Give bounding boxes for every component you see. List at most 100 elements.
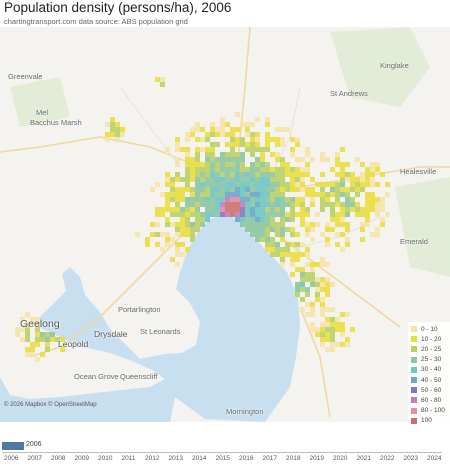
- density-cell: [265, 247, 270, 252]
- density-cell: [340, 147, 345, 152]
- density-cell: [255, 202, 260, 207]
- density-cell: [235, 197, 240, 202]
- density-cell: [245, 212, 250, 217]
- density-cell: [355, 177, 360, 182]
- place-label: Portarlington: [118, 305, 161, 314]
- density-cell: [345, 172, 350, 177]
- year-tick[interactable]: 2019: [309, 455, 324, 462]
- density-cell: [265, 122, 270, 127]
- legend-item[interactable]: 80 - 100: [408, 406, 450, 416]
- density-cell: [320, 332, 325, 337]
- density-cell: [250, 187, 255, 192]
- year-tick[interactable]: 2009: [74, 455, 89, 462]
- density-cell: [370, 202, 375, 207]
- legend-item[interactable]: 40 - 50: [408, 375, 450, 385]
- density-cell: [240, 137, 245, 142]
- density-cell: [180, 177, 185, 182]
- year-tick[interactable]: 2021: [356, 455, 371, 462]
- legend-item[interactable]: 25 - 30: [408, 355, 450, 365]
- density-cell: [290, 242, 295, 247]
- density-cell: [215, 162, 220, 167]
- density-cell: [270, 137, 275, 142]
- density-cell: [380, 207, 385, 212]
- density-cell: [320, 257, 325, 262]
- density-cell: [310, 282, 315, 287]
- density-cell: [280, 177, 285, 182]
- density-cell: [275, 227, 280, 232]
- year-tick[interactable]: 2007: [27, 455, 42, 462]
- density-cell: [335, 197, 340, 202]
- park-area: [330, 27, 430, 107]
- year-tick[interactable]: 2006: [4, 455, 19, 462]
- density-cell: [230, 187, 235, 192]
- year-tick[interactable]: 2008: [51, 455, 66, 462]
- density-cell: [225, 172, 230, 177]
- density-cell: [295, 292, 300, 297]
- year-tick[interactable]: 2013: [168, 455, 183, 462]
- year-tick[interactable]: 2024: [427, 455, 442, 462]
- density-cell: [245, 217, 250, 222]
- year-tick[interactable]: 2010: [98, 455, 113, 462]
- density-cell: [195, 212, 200, 217]
- year-tick[interactable]: 2020: [333, 455, 348, 462]
- density-cell: [265, 137, 270, 142]
- density-cell: [345, 162, 350, 167]
- density-cell: [240, 217, 245, 222]
- year-tick[interactable]: 2022: [380, 455, 395, 462]
- density-cell: [215, 197, 220, 202]
- year-tick[interactable]: 2017: [262, 455, 277, 462]
- density-cell: [190, 167, 195, 172]
- density-cell: [300, 217, 305, 222]
- legend-item[interactable]: 60 - 80: [408, 395, 450, 405]
- density-cell: [240, 202, 245, 207]
- density-cell: [220, 127, 225, 132]
- density-cell: [165, 172, 170, 177]
- year-slider[interactable]: 2006 2006 2007 2008 2009 2010 2011 2012 …: [0, 438, 450, 468]
- legend-item[interactable]: 100: [408, 416, 450, 426]
- legend-label: 40 - 50: [421, 376, 442, 384]
- density-map[interactable]: Greenvale Mel Bacchus Marsh Kinglake St …: [0, 27, 450, 422]
- density-cell: [360, 162, 365, 167]
- density-cell: [370, 182, 375, 187]
- year-tick[interactable]: 2012: [145, 455, 160, 462]
- density-cell: [175, 162, 180, 167]
- density-cell: [250, 207, 255, 212]
- map-canvas[interactable]: [0, 27, 450, 422]
- density-cell: [325, 307, 330, 312]
- density-cell: [30, 322, 35, 327]
- legend-item[interactable]: 20 - 25: [408, 344, 450, 354]
- year-tick[interactable]: 2015: [215, 455, 230, 462]
- density-cell: [300, 197, 305, 202]
- density-cell: [350, 172, 355, 177]
- slider-track[interactable]: [2, 452, 442, 453]
- place-label: Drysdale: [94, 329, 128, 339]
- legend-item[interactable]: 10 - 20: [408, 334, 450, 344]
- year-tick[interactable]: 2023: [403, 455, 418, 462]
- density-cell: [255, 187, 260, 192]
- density-cell: [190, 192, 195, 197]
- legend-item[interactable]: 30 - 40: [408, 365, 450, 375]
- density-cell: [175, 187, 180, 192]
- density-cell: [300, 287, 305, 292]
- density-cell: [230, 147, 235, 152]
- legend-item[interactable]: 50 - 60: [408, 385, 450, 395]
- year-tick[interactable]: 2014: [192, 455, 207, 462]
- density-cell: [325, 277, 330, 282]
- year-tick[interactable]: 2016: [239, 455, 254, 462]
- density-cell: [230, 157, 235, 162]
- density-cell: [175, 177, 180, 182]
- density-cell: [270, 207, 275, 212]
- place-label: St Andrews: [330, 89, 368, 98]
- density-cell: [320, 327, 325, 332]
- legend-item[interactable]: 0 - 10: [408, 324, 450, 334]
- density-cell: [360, 182, 365, 187]
- year-tick[interactable]: 2011: [121, 455, 136, 462]
- density-cell: [165, 197, 170, 202]
- year-tick[interactable]: 2018: [286, 455, 301, 462]
- density-cell: [175, 227, 180, 232]
- density-cell: [305, 167, 310, 172]
- slider-selected-bar[interactable]: [2, 442, 24, 450]
- density-cell: [220, 182, 225, 187]
- map-attribution[interactable]: © 2026 Mapbox © OpenStreetMap: [4, 402, 97, 408]
- density-cell: [320, 277, 325, 282]
